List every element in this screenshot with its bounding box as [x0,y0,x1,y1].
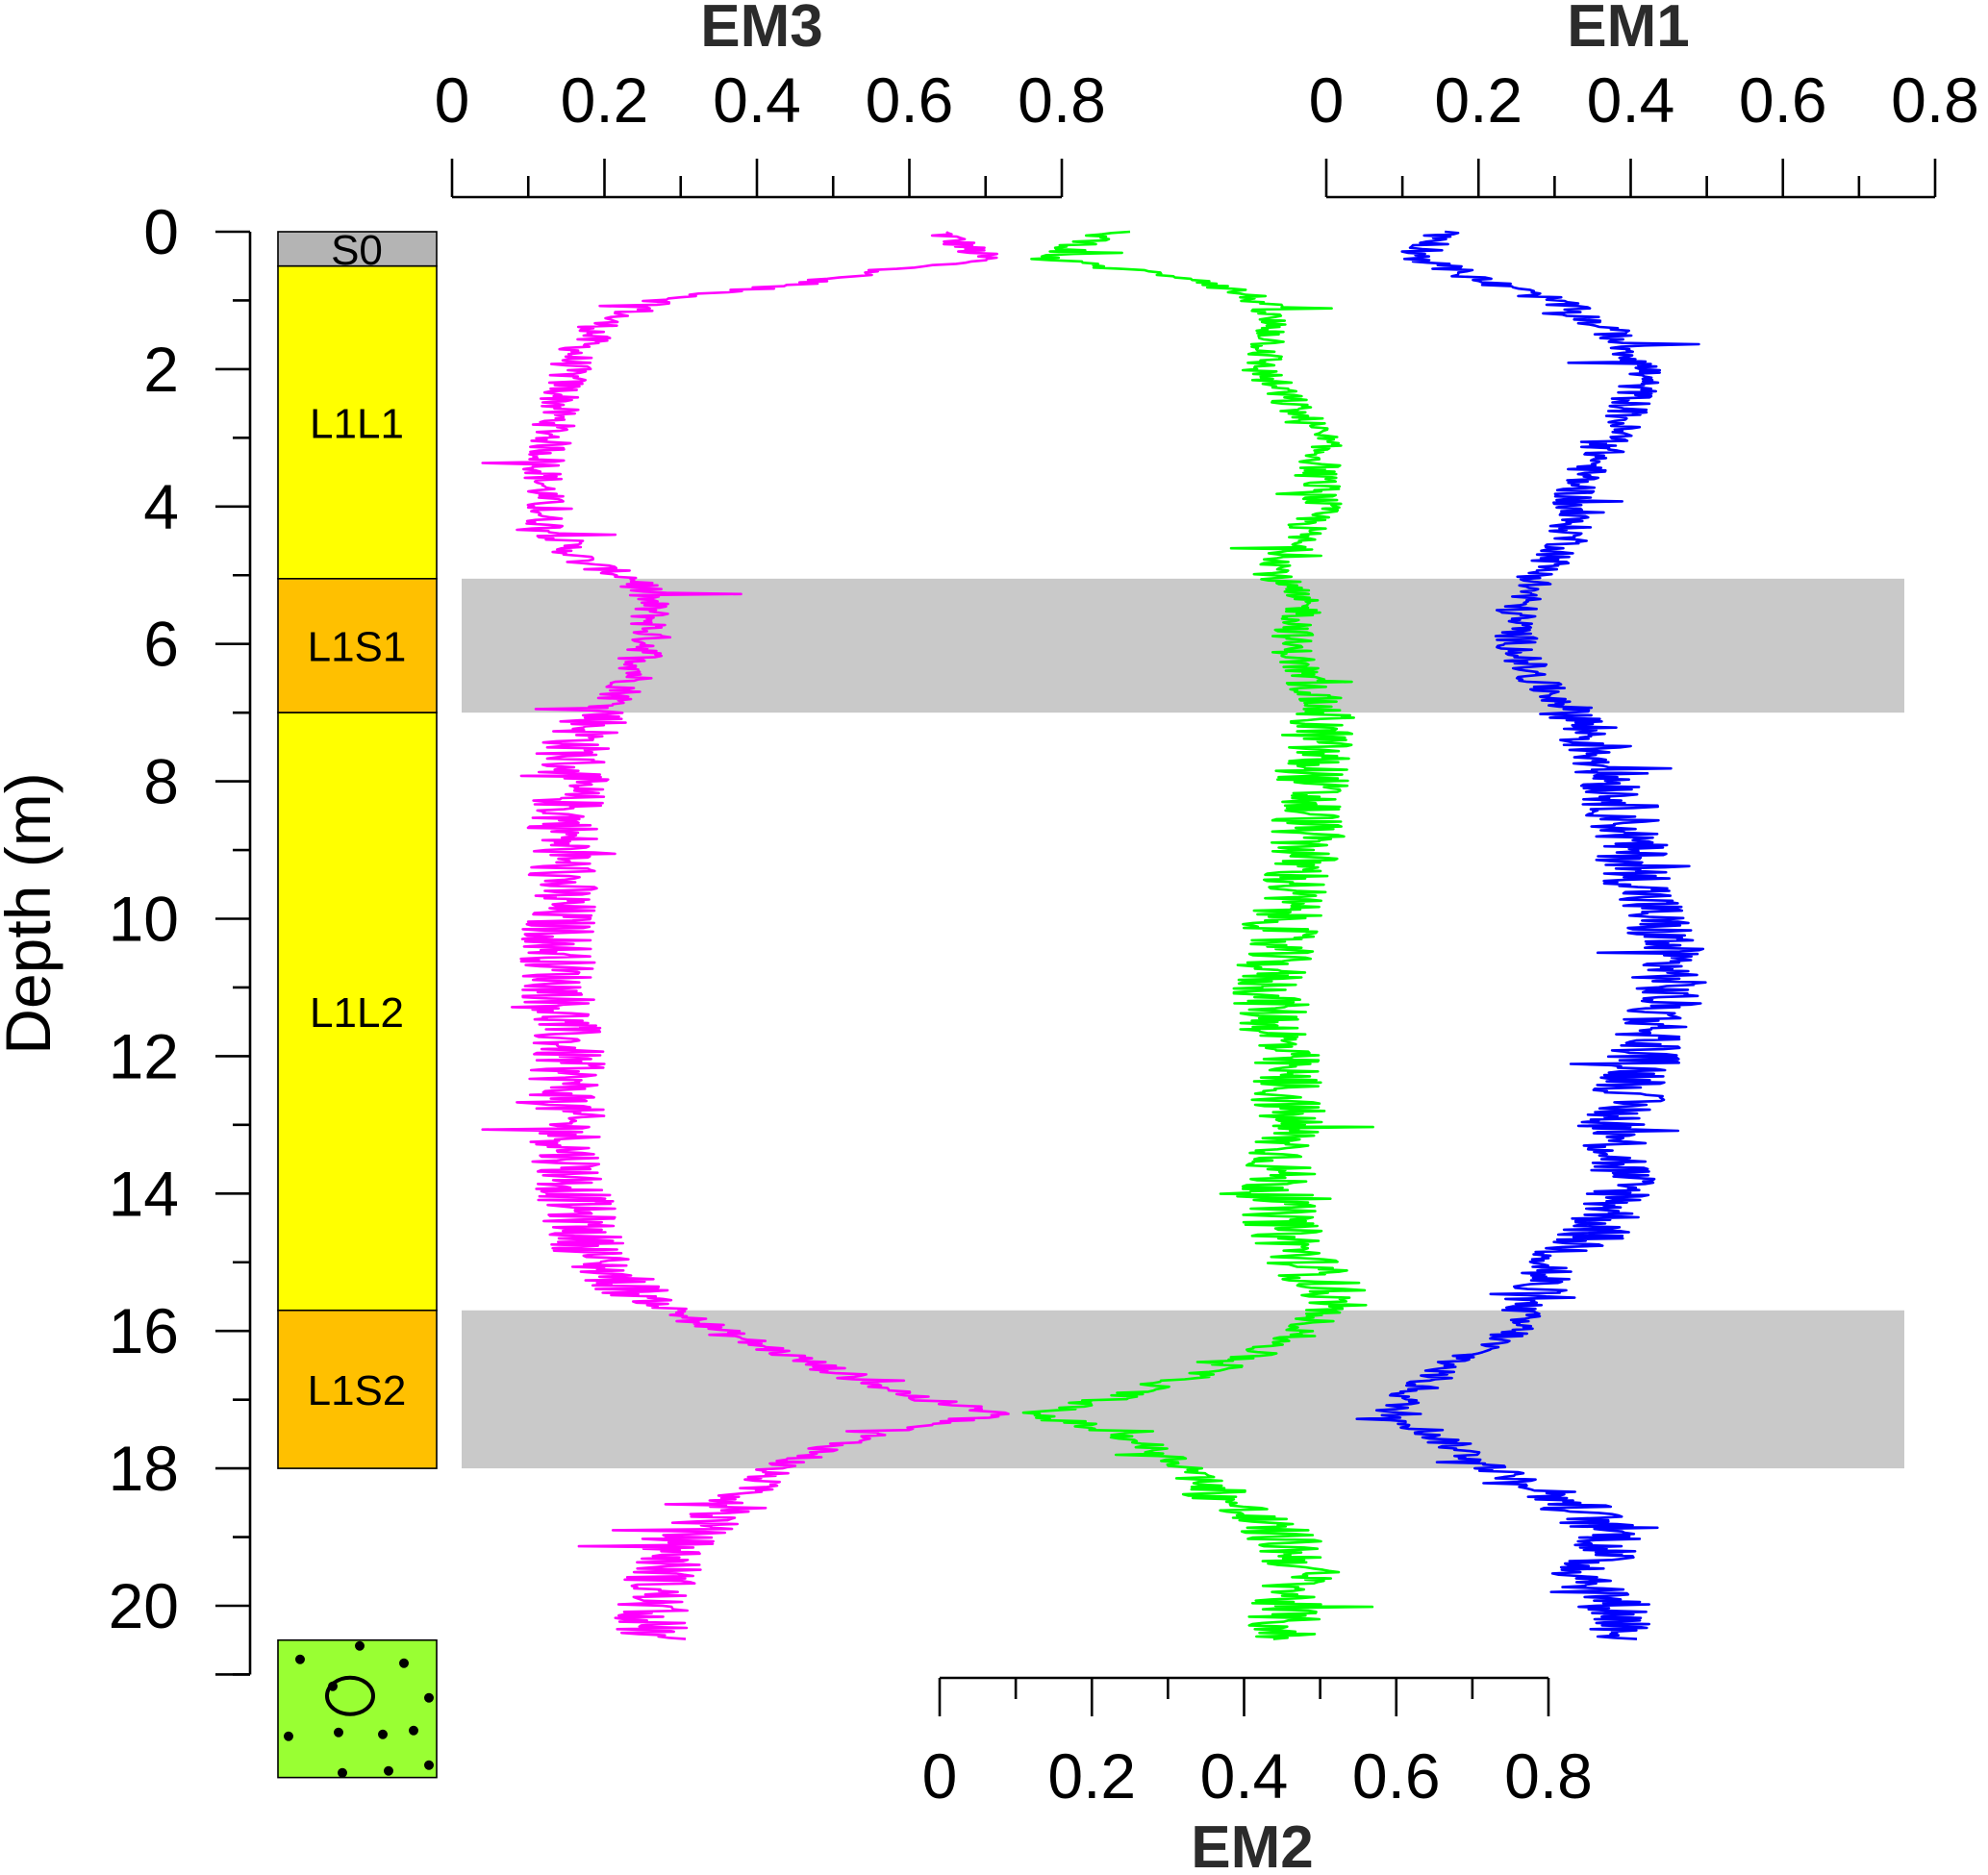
em1-axis: EM1 0 0.2 0.4 0.6 0.8 [1309,0,1979,199]
gravel-dot [338,1767,347,1778]
highlight-band-2 [462,1310,1904,1469]
depth-axis-label: Depth (m) [0,772,63,1054]
em3-tick-label: 0.8 [1018,64,1106,136]
depth-tick-label: 14 [109,1158,179,1229]
em2-axis: EM2 0 0.2 0.4 0.6 0.8 [922,1676,1593,1875]
unit-label: L1S2 [308,1367,407,1414]
gravel-dot [295,1654,305,1664]
em2-tick-label: 0 [922,1740,958,1812]
unit-s0 [277,231,438,267]
em3-tick-label: 0.4 [713,64,801,136]
em2-series-line [1021,230,1374,1640]
em2-tick-label: 0.8 [1504,1740,1593,1812]
em3-axis: EM3 0 0.2 0.4 0.6 0.8 [435,0,1106,199]
depth-tick-label: 4 [143,471,179,542]
em2-tick-label: 0.4 [1200,1740,1289,1812]
em1-axis-title: EM1 [1567,0,1689,60]
gravel-dot [384,1765,393,1776]
unit-l1l2 [277,712,438,1312]
depth-tick-label: 20 [109,1570,179,1641]
em1-tick-label: 0.4 [1587,64,1675,136]
depth-tick-label: 8 [143,746,179,817]
depth-tick-label: 10 [109,884,179,955]
gravel-dot [424,1692,434,1703]
em2-axis-title: EM2 [1191,1814,1313,1875]
em3-tick-label: 0.6 [866,64,954,136]
unit-basal-gravel [277,1638,438,1779]
em3-series-line [481,231,1010,1640]
unit-l1s1 [277,578,438,713]
em2-tick-label: 0.2 [1047,1740,1136,1812]
em2-tick-label: 0.6 [1352,1740,1441,1812]
depth-tick-label: 6 [143,609,179,680]
em3-tick-label: 0.2 [561,64,649,136]
depth-tick-label: 12 [109,1020,179,1091]
gravel-dot [328,1681,338,1691]
em1-tick-label: 0.8 [1891,64,1979,136]
highlight-bands [462,578,1904,1469]
gravel-dot [399,1658,409,1668]
em1-tick-label: 0 [1309,64,1345,136]
pebble-symbol [325,1675,375,1716]
depth-axis: Depth (m) 0 2 4 6 8 10 12 14 16 18 20 [0,196,252,1676]
series-lines [481,230,1707,1640]
gravel-dot [284,1731,293,1741]
em1-tick-label: 0.6 [1739,64,1827,136]
unit-label: L1S1 [308,623,407,670]
unit-label: L1L1 [310,400,404,447]
depth-tick-label: 16 [109,1295,179,1366]
gravel-dot [355,1640,365,1651]
gravel-dot [424,1760,434,1770]
highlight-band-1 [462,578,1904,713]
depth-tick-label: 18 [109,1433,179,1504]
gravel-dot [409,1725,418,1736]
gravel-dot [378,1729,388,1739]
depth-tick-label: 2 [143,334,179,405]
em1-series-line [1355,230,1707,1640]
unit-l1l1 [277,264,438,580]
gravel-dot [334,1727,343,1738]
depth-tick-label: 0 [143,196,179,267]
em3-axis-title: EM3 [700,0,822,60]
em1-tick-label: 0.2 [1434,64,1522,136]
unit-l1s2 [277,1309,438,1469]
unit-label: L1L2 [310,989,404,1037]
em3-tick-label: 0 [435,64,470,136]
